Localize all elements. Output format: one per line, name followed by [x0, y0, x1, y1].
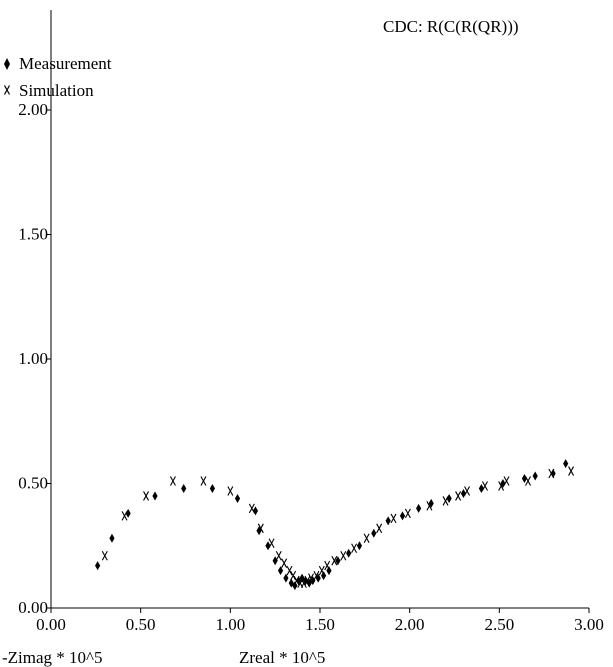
measurement-point: [320, 571, 327, 581]
legend-item-simulation: Simulation: [3, 81, 94, 100]
simulation-point: [290, 570, 297, 581]
simulation-point: [304, 575, 311, 586]
x-tick-label: 0.50: [126, 615, 156, 634]
x-tick-label: 2.50: [484, 615, 514, 634]
plot-area: 0.00 0.50 1.00 1.50 2.00 2.50 3.00 0.00 0.50 1.0…: [18, 10, 604, 634]
simulation-point: [143, 491, 150, 501]
simulation-point: [548, 468, 555, 479]
simulation-point: [331, 555, 338, 566]
data-points: [95, 459, 575, 591]
y-axis-label: -Zimag * 10^5: [2, 648, 103, 667]
simulation-point: [426, 501, 433, 511]
measurement-point: [181, 483, 187, 493]
simulation-point: [482, 481, 488, 491]
measurement-point: [532, 471, 538, 481]
simulation-point: [101, 550, 108, 561]
measurement-point: [446, 493, 452, 503]
simulation-point: [498, 481, 505, 491]
diamond-marker-icon: [4, 58, 10, 70]
measurement-point: [283, 573, 289, 583]
y-tick-label: 0.50: [18, 474, 48, 493]
chart-title: CDC: R(C(R(QR))): [383, 17, 519, 36]
measurement-point: [460, 488, 467, 498]
measurement-point: [371, 528, 377, 538]
simulation-point: [313, 570, 320, 581]
simulation-point: [324, 560, 331, 571]
simulation-point: [286, 565, 293, 576]
legend-label-simulation: Simulation: [19, 81, 94, 100]
simulation-point: [121, 511, 128, 521]
simulation-point: [390, 513, 397, 524]
x-axis-label: Zreal * 10^5: [239, 648, 325, 667]
measurement-point: [356, 541, 363, 551]
y-tick-label: 2.00: [18, 100, 48, 119]
x-marker-icon: [3, 85, 11, 95]
measurement-point: [109, 533, 115, 543]
simulation-point: [464, 486, 471, 496]
simulation-point: [268, 538, 275, 549]
measurement-point: [265, 541, 271, 551]
x-axis-ticks: 0.00 0.50 1.00 1.50 2.00 2.50 3.00: [36, 608, 604, 634]
measurement-point: [563, 459, 569, 469]
simulation-point: [525, 476, 532, 486]
measurement-point: [478, 483, 484, 493]
simulation-point: [503, 476, 510, 486]
simulation-point: [376, 523, 383, 534]
simulation-point: [442, 496, 449, 506]
measurement-point: [277, 566, 284, 576]
measurement-point: [399, 511, 406, 521]
legend-label-measurement: Measurement: [19, 54, 112, 73]
measurement-point: [550, 469, 556, 479]
measurement-point: [335, 556, 341, 566]
measurement-point: [521, 474, 528, 484]
legend: Measurement Simulation: [3, 54, 112, 100]
x-tick-label: 1.00: [215, 615, 245, 634]
simulation-point: [227, 486, 234, 496]
simulation-point: [568, 466, 575, 476]
measurement-point: [416, 503, 422, 513]
measurement-point: [234, 493, 241, 503]
x-tick-label: 0.00: [36, 615, 66, 634]
simulation-point: [275, 550, 282, 561]
measurement-point: [288, 578, 294, 588]
simulation-point: [169, 476, 176, 486]
simulation-point: [363, 533, 370, 544]
simulation-point: [404, 508, 411, 519]
measurement-point: [252, 506, 259, 516]
y-tick-label: 0.00: [18, 598, 48, 617]
simulation-point: [318, 565, 325, 576]
legend-item-measurement: Measurement: [4, 54, 112, 73]
x-tick-label: 1.50: [305, 615, 335, 634]
simulation-point: [455, 491, 462, 501]
measurement-point: [346, 548, 352, 558]
simulation-point: [281, 558, 288, 568]
measurement-point: [326, 566, 332, 576]
measurement-point: [292, 581, 298, 591]
measurement-point: [209, 483, 215, 493]
measurement-point: [95, 561, 101, 571]
simulation-point: [340, 550, 347, 561]
simulation-point: [200, 476, 207, 486]
y-tick-label: 1.00: [18, 349, 48, 368]
simulation-point: [257, 523, 264, 534]
measurement-point: [272, 556, 278, 566]
simulation-point: [293, 575, 300, 586]
measurement-point: [125, 508, 131, 518]
y-axis-ticks: 0.00 0.50 1.00 1.50 2.00: [18, 100, 51, 617]
simulation-point: [248, 503, 255, 514]
measurement-point: [385, 516, 391, 526]
x-tick-label: 3.00: [574, 615, 604, 634]
simulation-point: [308, 573, 315, 583]
measurement-point: [152, 491, 158, 501]
simulation-point: [300, 578, 307, 588]
simulation-point: [351, 543, 358, 554]
x-tick-label: 2.00: [395, 615, 425, 634]
y-tick-label: 1.50: [18, 225, 48, 244]
